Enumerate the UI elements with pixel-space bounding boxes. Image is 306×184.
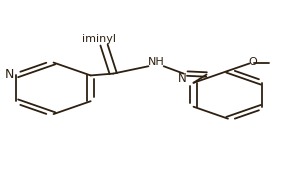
Text: N: N <box>178 72 187 85</box>
Text: iminyl: iminyl <box>82 34 117 44</box>
Text: N: N <box>5 68 14 81</box>
Text: methyl: methyl <box>278 61 283 63</box>
Text: O: O <box>248 57 257 67</box>
Text: NH: NH <box>148 57 164 67</box>
